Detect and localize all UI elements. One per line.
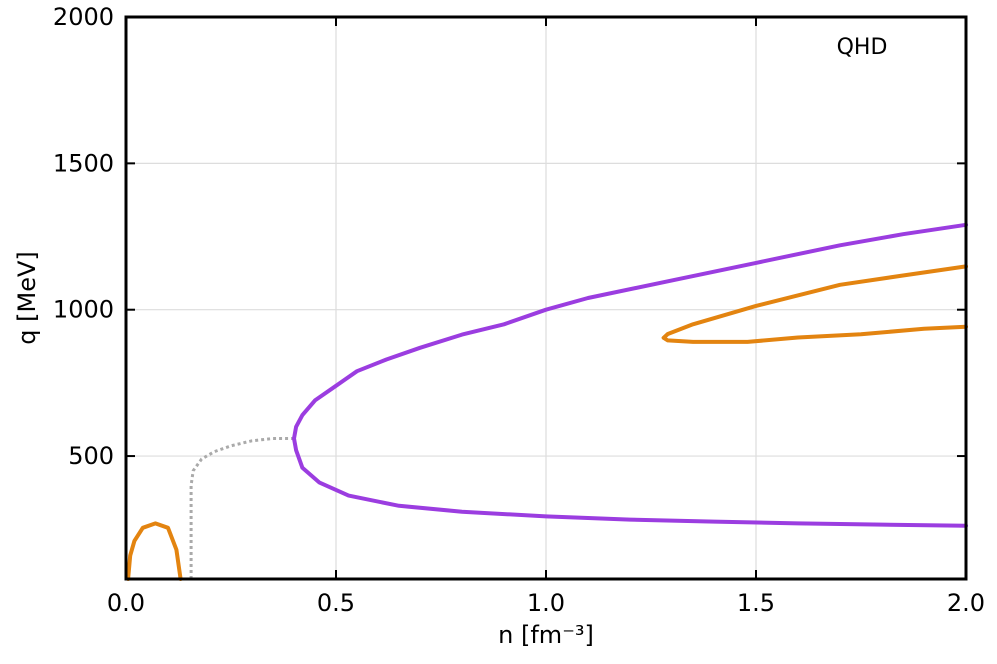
- grid: [126, 17, 966, 579]
- x-axis-label: n [fm⁻³]: [498, 621, 594, 649]
- y-tick-label: 500: [68, 442, 114, 470]
- series-line-2: [189, 437, 294, 579]
- y-tick-label: 2000: [53, 3, 114, 31]
- x-tick-label: 2.0: [947, 589, 985, 617]
- x-tick-label: 1.5: [737, 589, 775, 617]
- y-tick-label: 1500: [53, 149, 114, 177]
- x-tick-label: 1.0: [527, 589, 565, 617]
- series-line-1: [126, 521, 183, 581]
- series-layer: [126, 222, 968, 581]
- series-line-4: [661, 264, 968, 344]
- y-axis-label: q [MeV]: [13, 251, 41, 344]
- y-tick-label: 1000: [53, 296, 114, 324]
- ticks: 0.0 0.5 1.0 1.5 2.0 500 1000 1500 2000: [53, 3, 985, 617]
- x-tick-label: 0.5: [317, 589, 355, 617]
- chart-annotation: QHD: [837, 35, 888, 60]
- x-tick-label: 0.0: [107, 589, 145, 617]
- series-line-3: [292, 222, 968, 528]
